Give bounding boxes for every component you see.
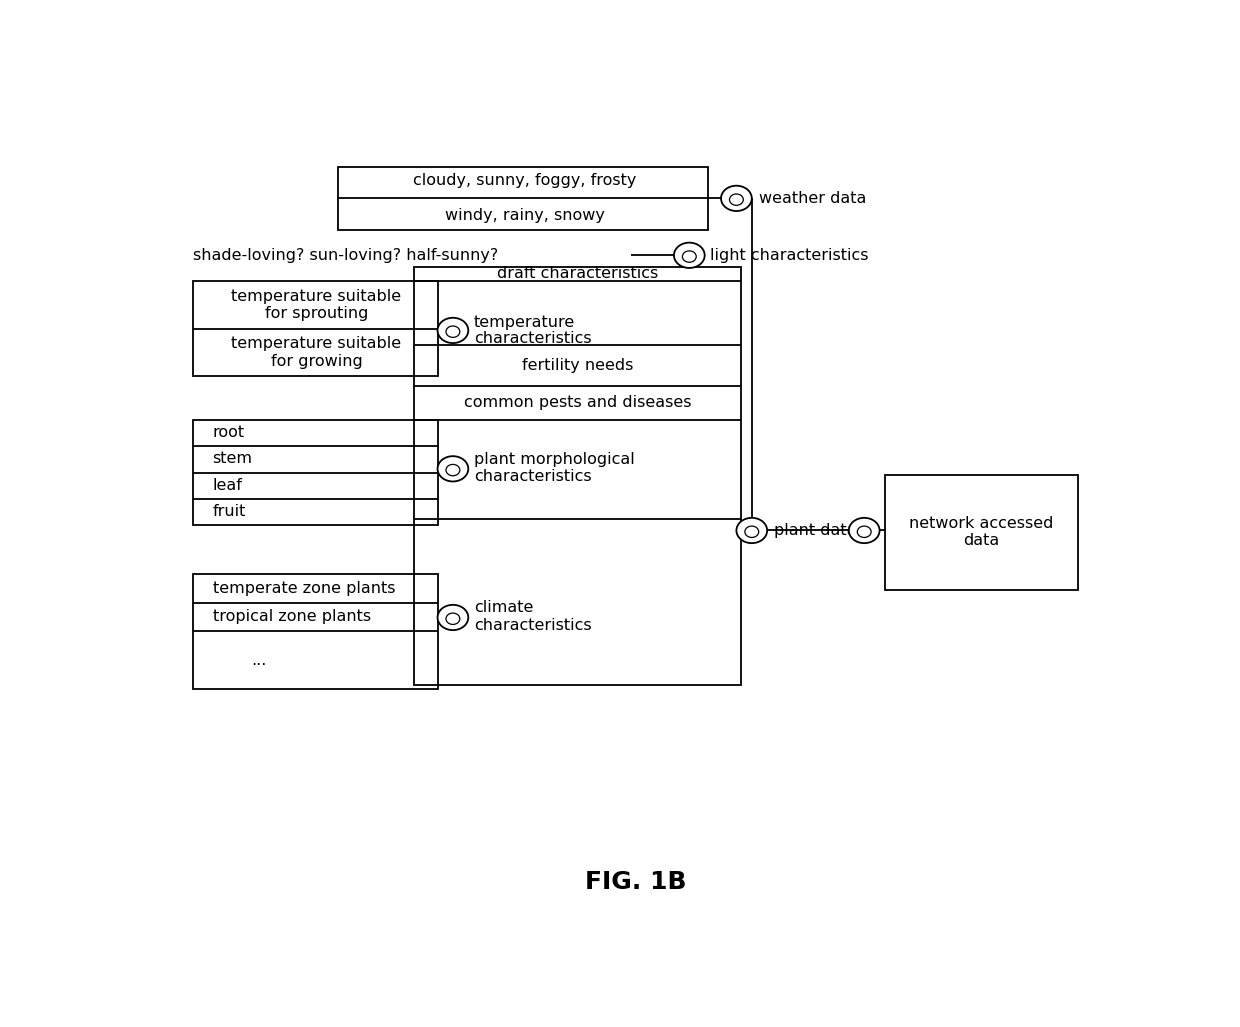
Text: FIG. 1B: FIG. 1B	[585, 871, 686, 895]
Text: characteristics: characteristics	[474, 469, 591, 484]
Text: characteristics: characteristics	[474, 331, 591, 346]
Circle shape	[720, 186, 751, 211]
Text: stem: stem	[213, 451, 253, 466]
Text: draft characteristics: draft characteristics	[497, 266, 658, 281]
Circle shape	[438, 605, 469, 631]
Text: shade-loving? sun-loving? half-sunny?: shade-loving? sun-loving? half-sunny?	[193, 248, 498, 263]
Circle shape	[438, 317, 469, 343]
Bar	[193, 420, 439, 525]
Text: plant morphological: plant morphological	[474, 452, 635, 467]
Bar	[414, 267, 742, 685]
Circle shape	[849, 518, 879, 543]
Text: weather data: weather data	[759, 191, 866, 205]
Text: cloudy, sunny, foggy, frosty: cloudy, sunny, foggy, frosty	[413, 173, 636, 188]
Text: light characteristics: light characteristics	[711, 248, 869, 263]
Text: climate: climate	[474, 600, 533, 615]
Text: network accessed
data: network accessed data	[909, 516, 1054, 548]
Circle shape	[737, 518, 768, 543]
Text: fruit: fruit	[213, 504, 246, 519]
Bar	[193, 281, 439, 376]
Bar	[337, 166, 708, 230]
Text: root: root	[213, 425, 244, 440]
Text: plant data: plant data	[774, 523, 857, 538]
Text: tropical zone plants: tropical zone plants	[213, 609, 371, 624]
Text: temperate zone plants: temperate zone plants	[213, 580, 396, 596]
Bar	[885, 476, 1078, 589]
Text: temperature suitable
for growing: temperature suitable for growing	[232, 337, 402, 369]
Text: fertility needs: fertility needs	[522, 357, 634, 373]
Text: ...: ...	[250, 653, 267, 669]
Circle shape	[675, 242, 704, 268]
Circle shape	[438, 456, 469, 482]
Text: windy, rainy, snowy: windy, rainy, snowy	[445, 208, 605, 223]
Text: leaf: leaf	[213, 478, 243, 493]
Text: temperature suitable
for sprouting: temperature suitable for sprouting	[232, 289, 402, 321]
Text: temperature: temperature	[474, 315, 575, 330]
Bar	[193, 574, 439, 689]
Text: characteristics: characteristics	[474, 618, 591, 633]
Text: common pests and diseases: common pests and diseases	[464, 395, 692, 410]
